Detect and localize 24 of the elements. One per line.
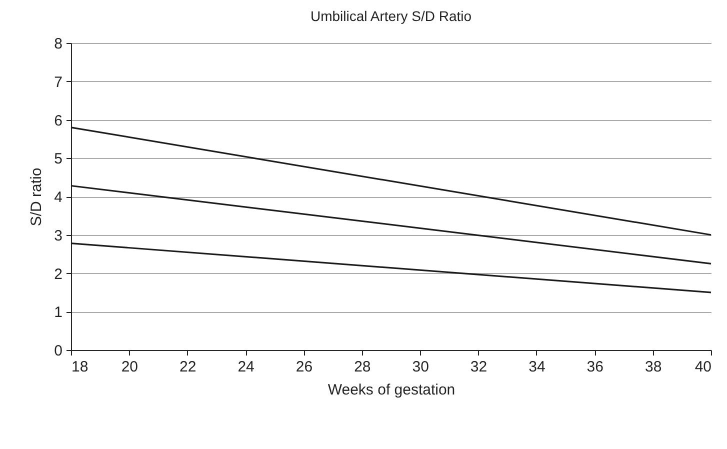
chart-title: Umbilical Artery S/D Ratio (310, 8, 472, 24)
x-tick-label: 26 (296, 358, 313, 376)
y-axis-title: S/D ratio (28, 168, 46, 226)
y-tick-label: 0 (54, 342, 62, 360)
x-tick-label: 28 (354, 358, 371, 376)
y-tick-label: 8 (54, 36, 62, 52)
x-tick-label: 20 (121, 358, 138, 376)
x-tick-label: 32 (470, 358, 488, 376)
x-tick-label: 38 (644, 358, 662, 376)
y-tick-label: 4 (54, 189, 62, 206)
x-tick-label: 24 (238, 358, 254, 376)
y-tick-label: 3 (54, 227, 62, 244)
x-tick-label: 22 (180, 358, 196, 376)
y-tick-label: 7 (54, 74, 62, 91)
x-tick-label: 18 (72, 358, 88, 376)
x-tick-label: 34 (528, 358, 546, 376)
y-tick-label: 1 (54, 304, 62, 322)
x-axis-title: Weeks of gestation (328, 382, 456, 398)
y-tick-label: 2 (54, 266, 62, 283)
x-tick-label: 36 (586, 358, 604, 376)
x-tick-label: 30 (412, 358, 429, 376)
y-tick-label: 6 (54, 112, 62, 130)
y-tick-label: 5 (54, 150, 62, 168)
x-tick-label: 40 (694, 358, 712, 376)
